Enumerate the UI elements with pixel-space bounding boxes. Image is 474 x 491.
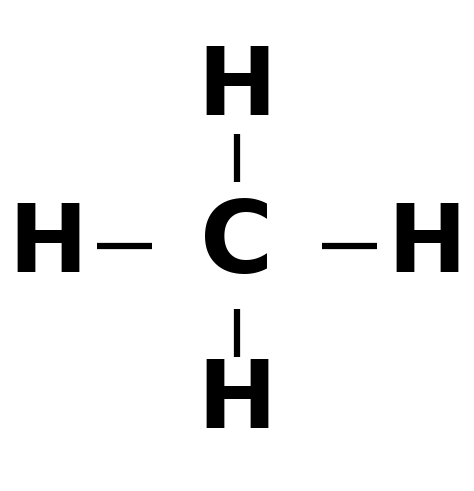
Text: H: H [387, 199, 466, 292]
Text: H: H [198, 43, 276, 135]
Text: H: H [198, 356, 276, 448]
Text: C: C [201, 197, 273, 294]
Text: H: H [8, 199, 87, 292]
